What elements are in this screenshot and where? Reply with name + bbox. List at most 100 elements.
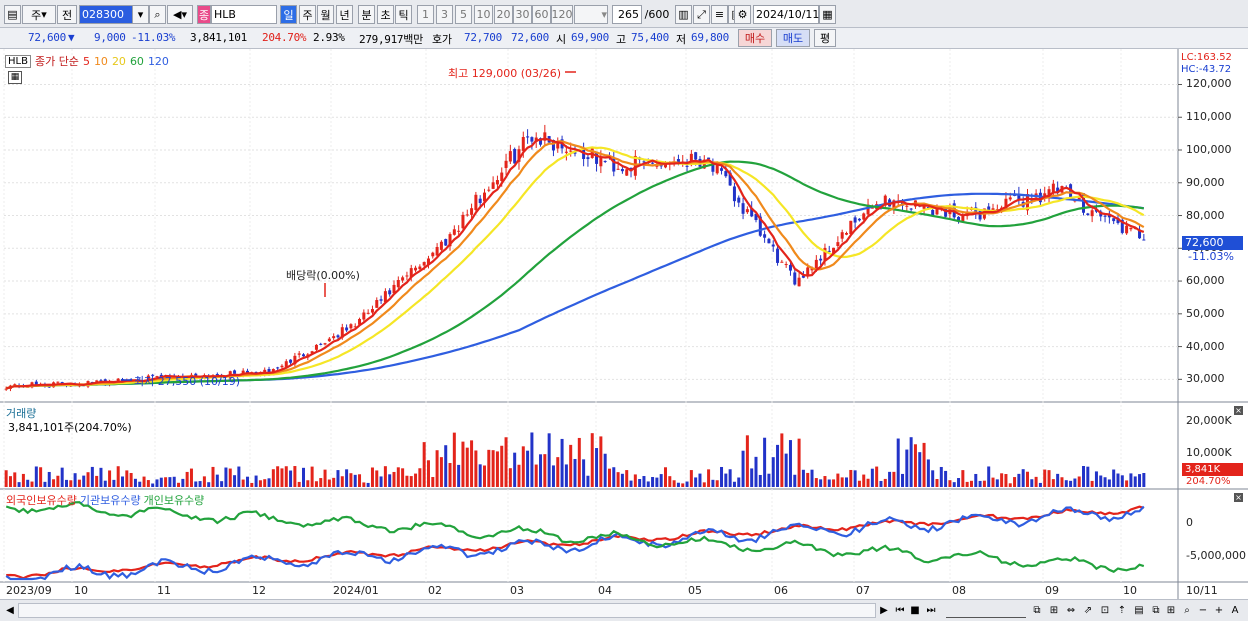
ma20-label: 20 [111,54,126,68]
candle-body [293,355,297,365]
holding-close-icon[interactable]: × [1234,493,1243,502]
volume-bar [220,481,224,487]
volume-bar [310,466,314,487]
high-label: 고 [616,33,626,46]
volume-bar [672,480,676,487]
arrange-icon[interactable]: ▤ [1134,605,1144,616]
volume-bar [388,474,392,487]
zoom-icon[interactable]: ⤢ [693,5,710,24]
volume-bar [370,467,374,487]
volume-bar [99,467,103,487]
font-icon[interactable]: A [1231,605,1239,616]
candle-body [1051,183,1055,193]
period-year-button[interactable]: 년 [336,5,353,24]
tick-3-button[interactable]: 3 [436,5,453,24]
zoom-slider[interactable] [946,603,1026,618]
foreign-holding-label: 외국인보유수량 [6,494,77,507]
stock-code-input[interactable]: 028300 [79,5,135,24]
date-input[interactable]: 2024/10/11 [753,5,819,24]
volume-bar [396,467,400,487]
volume-bar [913,444,917,487]
rewind-icon[interactable]: ⏮ [895,605,905,616]
volume-bar [1116,473,1120,487]
candle-body [401,277,405,281]
scale-icon[interactable]: ⇔ [1066,605,1076,616]
volume-bar [418,468,422,487]
play-icon[interactable]: ▶ [880,605,888,616]
candle-body [776,248,780,263]
avg-button[interactable]: 평 [814,29,836,47]
period-minute-button[interactable]: 분 [358,5,375,24]
candle-body [659,165,663,167]
period-tick-button[interactable]: 틱 [395,5,412,24]
scroll-left-icon[interactable]: ◀ [6,605,14,616]
volume-bar [431,477,435,487]
crosshair-icon[interactable]: ⊞ [1049,605,1059,616]
type-dropdown[interactable]: 주 ▾ [22,5,56,24]
period-week-button[interactable]: 주 [299,5,316,24]
stock-name-field[interactable]: HLB [211,5,277,24]
tick-20-button[interactable]: 20 [494,5,513,24]
fit-icon[interactable]: ⊡ [1100,605,1110,616]
magnify-icon[interactable]: ⌕ [1184,605,1190,616]
tick-120-button[interactable]: 120 [551,5,573,24]
tick-30-button[interactable]: 30 [513,5,532,24]
tick-10-button[interactable]: 10 [474,5,493,24]
search-icon[interactable]: ⌕ [149,5,166,24]
volume-bar [767,473,771,487]
volume-bar [875,466,879,487]
zoom-out-icon[interactable]: − [1198,605,1208,616]
volume-bar [1069,480,1073,487]
forward-icon[interactable]: ⏭ [926,605,936,616]
volume-bar [263,479,267,487]
copy-icon[interactable]: ⧉ [1152,605,1160,616]
candle-body [1129,227,1133,230]
grid-icon[interactable]: ⊞ [1166,605,1176,616]
overlay-icon[interactable]: ⧉ [1033,605,1041,616]
stop-icon[interactable]: ■ [910,605,920,616]
gear-icon[interactable]: ⚙ [734,5,751,24]
prev-button[interactable]: 전 [57,5,77,24]
period-day-button[interactable]: 일 [280,5,297,24]
trend-icon[interactable]: ⇗ [1083,605,1093,616]
chart-canvas[interactable] [0,49,1248,599]
date-axis-label: 2024/01 [333,584,379,597]
lines-icon[interactable]: ≡ [711,5,728,24]
horizontal-scrollbar[interactable] [18,603,876,618]
volume-bar [612,467,616,487]
tick-5-button[interactable]: 5 [455,5,472,24]
volume-bar [590,433,594,487]
volume-bar [426,460,430,487]
candle-body [741,203,745,214]
zoom-in-icon[interactable]: + [1214,605,1224,616]
candle-body [539,138,543,145]
candle-body [603,160,607,162]
stock-type-badge: 종 [197,5,211,24]
candle-body [754,213,758,221]
volume-bar [922,442,926,487]
candle-body [146,375,150,381]
period-month-button[interactable]: 월 [317,5,334,24]
volume-bar [702,482,706,487]
speaker-icon[interactable]: ◀▾ [167,5,193,24]
buy-button[interactable]: 매수 [738,29,772,47]
volume-bar [909,437,913,487]
table-toggle-icon[interactable]: ▦ [8,71,22,84]
tick-1-button[interactable]: 1 [417,5,434,24]
tick-60-button[interactable]: 60 [532,5,551,24]
screen-menu-icon[interactable]: ▤ [4,5,21,24]
volume-bar [1008,483,1012,487]
period-second-button[interactable]: 초 [377,5,394,24]
chart-settings-icon[interactable]: ▥ [675,5,692,24]
candle-body [767,238,771,244]
calendar-icon[interactable]: ▦ [819,5,836,24]
bar-count-input[interactable]: 265 [612,5,642,24]
code-dropdown-icon[interactable]: ▾ [132,5,149,24]
cursor-icon[interactable]: ⇡ [1117,605,1127,616]
tick-custom-dropdown[interactable]: ▾ [574,5,608,24]
volume-bar [551,465,555,487]
sell-button[interactable]: 매도 [776,29,810,47]
volume-bar [793,474,797,487]
volume-bar [103,480,107,487]
volume-close-icon[interactable]: × [1234,406,1243,415]
